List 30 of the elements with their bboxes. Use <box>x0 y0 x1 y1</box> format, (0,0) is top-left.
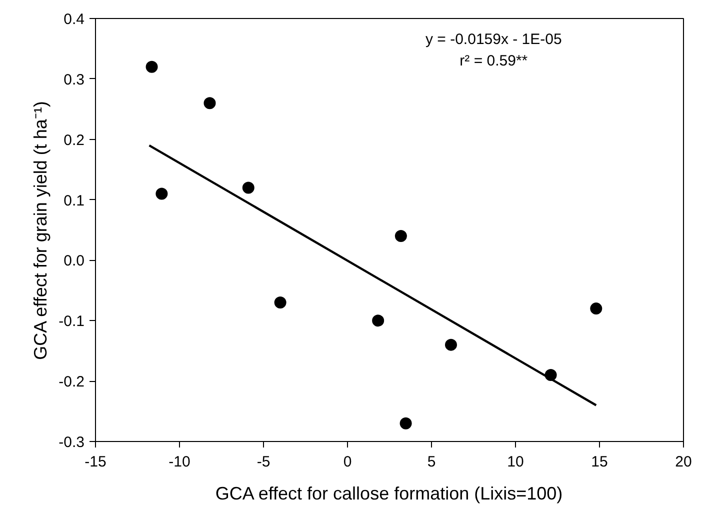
y-tick-label: 0.3 <box>64 71 85 88</box>
y-tick-label: 0.2 <box>64 132 85 149</box>
x-tick-label: -5 <box>256 454 270 470</box>
point <box>372 314 384 327</box>
y-tick-label: 0.4 <box>64 11 85 28</box>
point <box>242 182 254 194</box>
y-tick-label: -0.3 <box>58 434 85 451</box>
point <box>156 188 168 200</box>
point <box>274 296 286 309</box>
x-tick-label: 5 <box>427 454 436 470</box>
point <box>204 97 216 110</box>
annotation: r² = 0.59** <box>460 52 528 70</box>
x-axis-title: GCA effect for callose formation (Lixis=100) <box>215 484 563 504</box>
point <box>394 230 407 242</box>
y-axis-title: GCA effect for grain yield (t ha⁻¹) <box>30 101 51 360</box>
point <box>146 60 158 73</box>
x-tick-label: 0 <box>343 454 352 470</box>
x-tick-label: -10 <box>168 454 190 470</box>
x-tick-label: -15 <box>84 454 106 470</box>
point <box>444 338 457 351</box>
point <box>400 417 412 430</box>
y-tick-label: 0.1 <box>64 192 85 210</box>
x-tick-label: 20 <box>675 454 692 470</box>
x-tick-label: 10 <box>507 454 524 470</box>
x-tick-label: 15 <box>591 454 608 470</box>
y-tick-label: -0.2 <box>58 374 85 391</box>
annotation: y = -0.0159x - 1E-05 <box>425 31 562 48</box>
point <box>590 302 602 315</box>
y-tick-label: 0.0 <box>64 252 85 270</box>
y-tick-label: -0.1 <box>58 313 85 330</box>
